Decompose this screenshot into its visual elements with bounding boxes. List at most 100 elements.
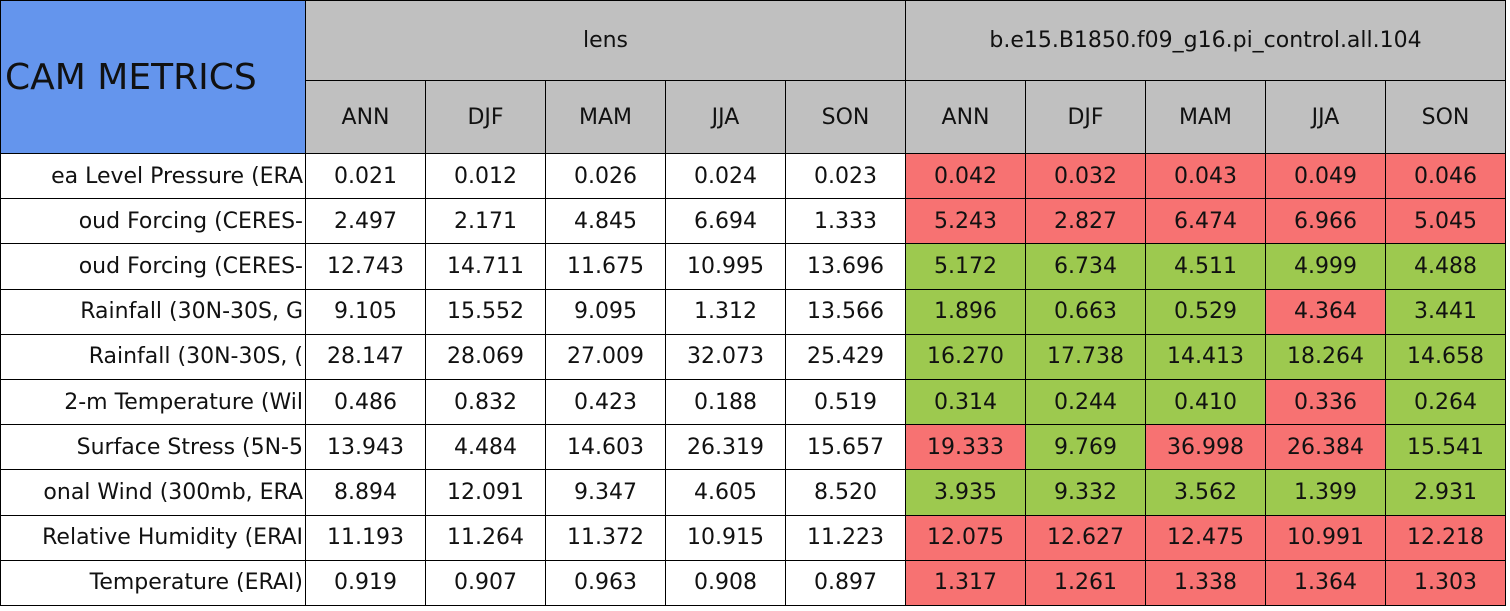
value-cell: 5.243 <box>905 198 1026 245</box>
value-cell: 2.171 <box>425 198 546 245</box>
value-cell: 12.743 <box>305 243 426 290</box>
value-cell: 0.907 <box>425 559 546 606</box>
row-label: oud Forcing (CERES- <box>0 198 306 245</box>
value-cell: 10.995 <box>665 243 786 290</box>
value-cell: 1.364 <box>1265 559 1386 606</box>
value-cell: 9.095 <box>545 288 666 335</box>
row-label: onal Wind (300mb, ERA <box>0 469 306 516</box>
value-cell: 0.021 <box>305 153 426 200</box>
season-header: ANN <box>305 80 426 154</box>
value-cell: 5.172 <box>905 243 1026 290</box>
value-cell: 0.046 <box>1385 153 1506 200</box>
value-cell: 25.429 <box>785 333 906 380</box>
value-cell: 0.897 <box>785 559 906 606</box>
value-cell: 15.552 <box>425 288 546 335</box>
row-label: Rainfall (30N-30S, G <box>0 288 306 335</box>
value-cell: 0.042 <box>905 153 1026 200</box>
season-header: SON <box>1385 80 1506 154</box>
value-cell: 1.333 <box>785 198 906 245</box>
value-cell: 0.049 <box>1265 153 1386 200</box>
value-cell: 4.364 <box>1265 288 1386 335</box>
value-cell: 1.312 <box>665 288 786 335</box>
value-cell: 0.832 <box>425 379 546 426</box>
value-cell: 4.488 <box>1385 243 1506 290</box>
value-cell: 0.908 <box>665 559 786 606</box>
value-cell: 28.147 <box>305 333 426 380</box>
season-header: DJF <box>1025 80 1146 154</box>
value-cell: 2.497 <box>305 198 426 245</box>
value-cell: 14.658 <box>1385 333 1506 380</box>
season-header: DJF <box>425 80 546 154</box>
value-cell: 26.319 <box>665 424 786 471</box>
value-cell: 1.896 <box>905 288 1026 335</box>
value-cell: 11.264 <box>425 514 546 561</box>
value-cell: 12.627 <box>1025 514 1146 561</box>
value-cell: 17.738 <box>1025 333 1146 380</box>
value-cell: 15.541 <box>1385 424 1506 471</box>
value-cell: 9.105 <box>305 288 426 335</box>
value-cell: 0.032 <box>1025 153 1146 200</box>
value-cell: 1.303 <box>1385 559 1506 606</box>
value-cell: 12.218 <box>1385 514 1506 561</box>
value-cell: 16.270 <box>905 333 1026 380</box>
value-cell: 0.410 <box>1145 379 1266 426</box>
value-cell: 4.511 <box>1145 243 1266 290</box>
value-cell: 15.657 <box>785 424 906 471</box>
value-cell: 4.605 <box>665 469 786 516</box>
value-cell: 8.520 <box>785 469 906 516</box>
value-cell: 0.024 <box>665 153 786 200</box>
value-cell: 26.384 <box>1265 424 1386 471</box>
title-cell: CAM METRICS <box>0 0 306 154</box>
value-cell: 11.223 <box>785 514 906 561</box>
value-cell: 19.333 <box>905 424 1026 471</box>
value-cell: 0.314 <box>905 379 1026 426</box>
season-header: SON <box>785 80 906 154</box>
value-cell: 1.317 <box>905 559 1026 606</box>
season-header: JJA <box>665 80 786 154</box>
value-cell: 13.696 <box>785 243 906 290</box>
value-cell: 0.486 <box>305 379 426 426</box>
value-cell: 13.943 <box>305 424 426 471</box>
value-cell: 6.966 <box>1265 198 1386 245</box>
value-cell: 32.073 <box>665 333 786 380</box>
value-cell: 6.734 <box>1025 243 1146 290</box>
value-cell: 0.188 <box>665 379 786 426</box>
value-cell: 11.675 <box>545 243 666 290</box>
value-cell: 27.009 <box>545 333 666 380</box>
value-cell: 12.075 <box>905 514 1026 561</box>
value-cell: 9.347 <box>545 469 666 516</box>
value-cell: 0.012 <box>425 153 546 200</box>
value-cell: 9.769 <box>1025 424 1146 471</box>
value-cell: 6.694 <box>665 198 786 245</box>
value-cell: 5.045 <box>1385 198 1506 245</box>
value-cell: 2.827 <box>1025 198 1146 245</box>
value-cell: 4.484 <box>425 424 546 471</box>
value-cell: 10.991 <box>1265 514 1386 561</box>
value-cell: 3.441 <box>1385 288 1506 335</box>
value-cell: 0.244 <box>1025 379 1146 426</box>
value-cell: 1.399 <box>1265 469 1386 516</box>
value-cell: 11.372 <box>545 514 666 561</box>
value-cell: 14.711 <box>425 243 546 290</box>
row-label: Surface Stress (5N-5 <box>0 424 306 471</box>
value-cell: 11.193 <box>305 514 426 561</box>
value-cell: 2.931 <box>1385 469 1506 516</box>
row-label: 2-m Temperature (Wil <box>0 379 306 426</box>
value-cell: 8.894 <box>305 469 426 516</box>
group-header: lens <box>305 0 906 81</box>
value-cell: 0.963 <box>545 559 666 606</box>
value-cell: 0.423 <box>545 379 666 426</box>
value-cell: 28.069 <box>425 333 546 380</box>
row-label: ea Level Pressure (ERA <box>0 153 306 200</box>
value-cell: 13.566 <box>785 288 906 335</box>
value-cell: 14.603 <box>545 424 666 471</box>
value-cell: 12.091 <box>425 469 546 516</box>
value-cell: 0.023 <box>785 153 906 200</box>
season-header: ANN <box>905 80 1026 154</box>
season-header: MAM <box>1145 80 1266 154</box>
value-cell: 4.845 <box>545 198 666 245</box>
value-cell: 18.264 <box>1265 333 1386 380</box>
value-cell: 9.332 <box>1025 469 1146 516</box>
value-cell: 3.562 <box>1145 469 1266 516</box>
value-cell: 1.338 <box>1145 559 1266 606</box>
